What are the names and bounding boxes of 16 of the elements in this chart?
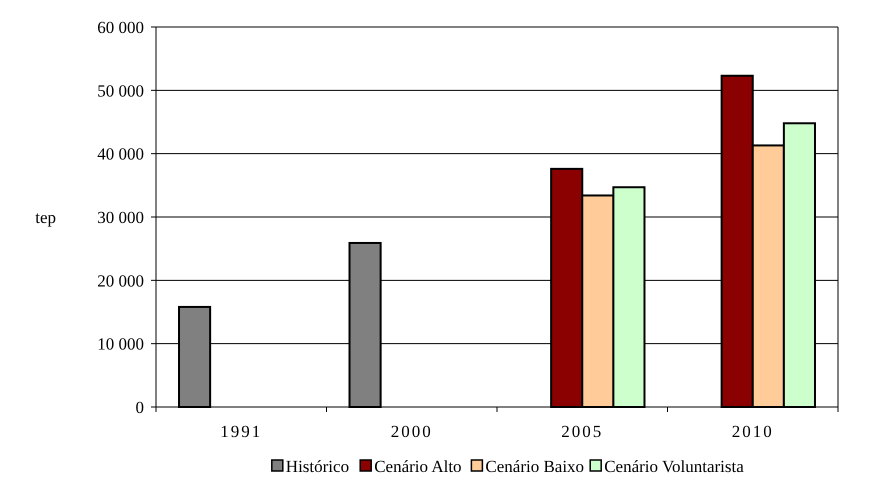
x-tick-label: 1991 xyxy=(220,422,262,441)
y-tick-label: 50 000 xyxy=(97,81,144,100)
x-tick-label: 2005 xyxy=(561,422,604,441)
legend-label: Histórico xyxy=(286,456,350,476)
x-tick-label: 2000 xyxy=(390,422,433,441)
y-axis-title: tep xyxy=(35,208,56,227)
y-tick-label: 20 000 xyxy=(97,271,144,290)
legend-label: Cenário Alto xyxy=(374,456,462,476)
y-tick-label: 0 xyxy=(136,398,144,417)
x-tick-label: 2010 xyxy=(732,422,774,441)
y-tick-label: 40 000 xyxy=(97,144,144,164)
y-tick-label: 30 000 xyxy=(97,208,144,227)
y-tick-label: 60 000 xyxy=(97,18,144,37)
legend-label: Cenário Baixo xyxy=(485,456,584,476)
legend-label: Cenário Voluntarista xyxy=(604,456,744,476)
y-tick-label: 10 000 xyxy=(97,334,144,354)
